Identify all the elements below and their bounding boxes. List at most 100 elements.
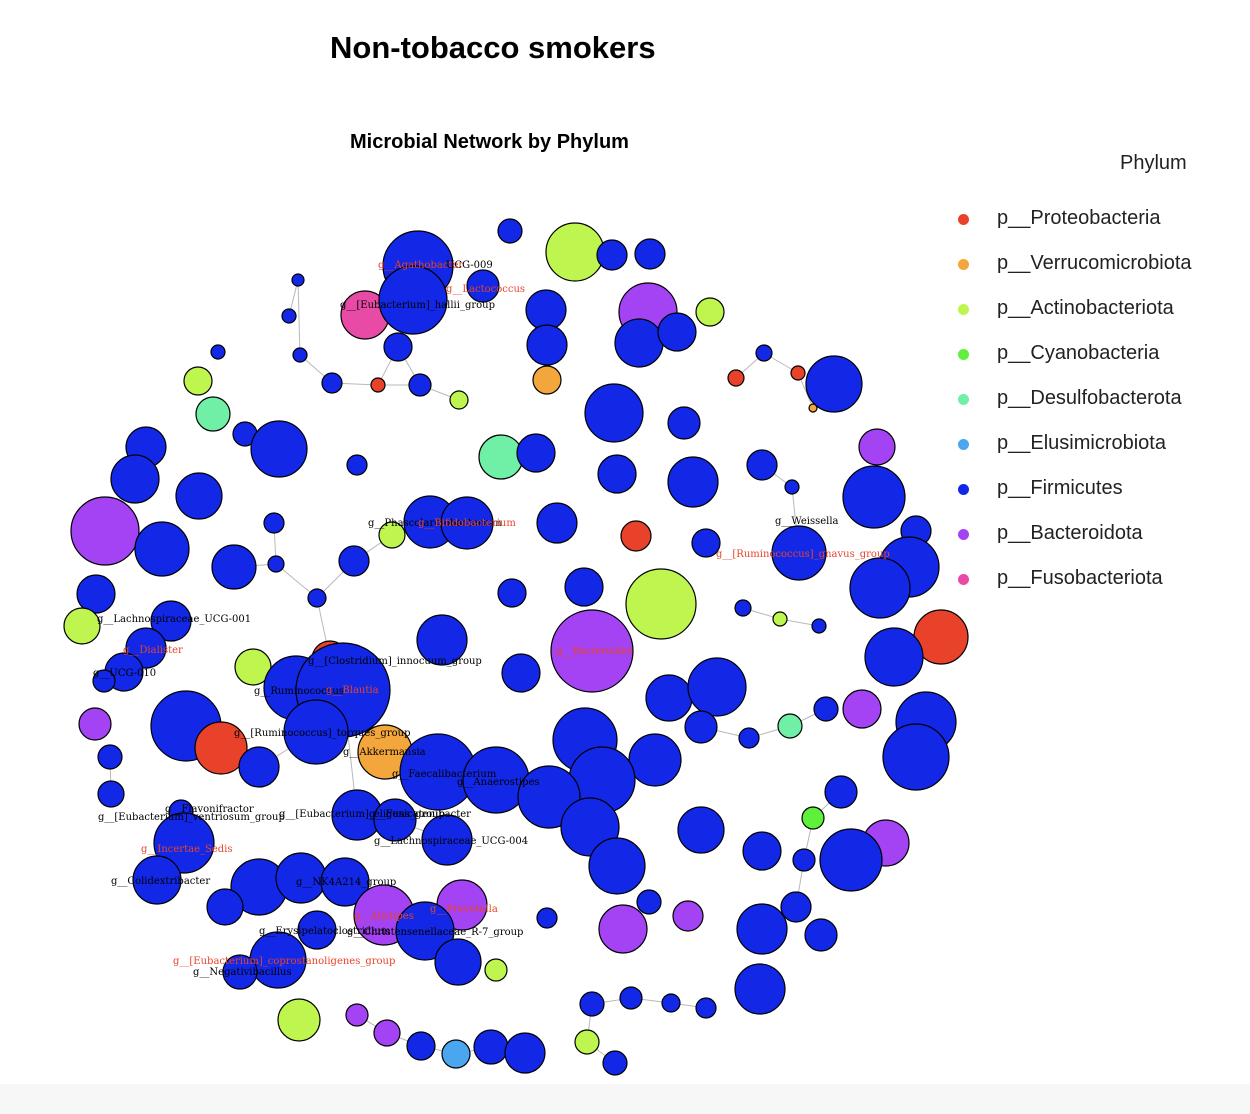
network-node [596, 239, 628, 271]
network-node [858, 428, 896, 466]
network-node [574, 1029, 600, 1055]
network-node [497, 218, 523, 244]
network-node [564, 567, 604, 607]
network-node [667, 456, 719, 508]
network-node [780, 891, 812, 923]
network-node [501, 653, 541, 693]
network-node [441, 1039, 471, 1069]
network-node [195, 396, 231, 432]
network-node [440, 496, 494, 550]
network-node [695, 997, 717, 1019]
legend-item-fusobacteriota: p__Fusobacteriota [950, 564, 1240, 594]
network-node [808, 403, 818, 413]
node-label: g__[Eubacterium]_ventriosum_group [98, 812, 285, 823]
network-node [97, 744, 123, 770]
legend-label: p__Fusobacteriota [997, 567, 1163, 589]
network-node [373, 798, 417, 842]
network-node [532, 365, 562, 395]
legend-item-proteobacteria: p__Proteobacteria [950, 204, 1240, 234]
node-label: g__Bacteroides [556, 646, 633, 657]
node-label: g__Flavonifractor [165, 804, 254, 815]
network-node [734, 963, 786, 1015]
network-node [416, 614, 468, 666]
node-label: g__Lachnospiraceae_UCG-001 [97, 614, 251, 625]
network-node [267, 555, 285, 573]
node-label: g__[Ruminococcus]_torques_group [234, 728, 410, 739]
network-node [742, 831, 782, 871]
legend-dot [958, 214, 969, 225]
network-node [598, 904, 648, 954]
legend-item-firmicutes: p__Firmicutes [950, 474, 1240, 504]
network-node [378, 521, 406, 549]
network-node [738, 727, 760, 749]
network-node [842, 465, 906, 529]
network-node [421, 814, 473, 866]
network-node [695, 297, 725, 327]
network-node [777, 713, 803, 739]
network-node [132, 855, 182, 905]
network-node [277, 998, 321, 1042]
legend-item-desulfobacterota: p__Desulfobacterota [950, 384, 1240, 414]
node-label: g__[Eubacterium]_hallii_group [340, 300, 495, 311]
node-label: g__Agathobacter [378, 260, 463, 271]
network-node [634, 238, 666, 270]
network-node [667, 406, 701, 440]
network-node [153, 812, 215, 874]
network-node [346, 454, 368, 476]
network-node [882, 723, 950, 791]
network-node [497, 578, 527, 608]
network-nodes [63, 218, 969, 1076]
network-node [784, 479, 800, 495]
page-title: Non-tobacco smokers [330, 30, 656, 65]
node-label: g__Weissella [775, 516, 839, 527]
network-node [625, 568, 697, 640]
network-node [813, 696, 839, 722]
legend-item-bacteroidota: p__Bacteroidota [950, 519, 1240, 549]
legend-label: p__Desulfobacterota [997, 387, 1182, 409]
network-node [736, 903, 788, 955]
node-label: g__[Eubacterium]_coprostanoligenes_group [173, 956, 395, 967]
network-node [70, 496, 140, 566]
network-node [76, 574, 116, 614]
network-node [536, 502, 578, 544]
node-label: g__[Eubacterium]_eligens_group [279, 809, 445, 820]
node-label: g__Blautia [326, 685, 379, 696]
legend-label: p__Proteobacteria [997, 207, 1161, 229]
network-node [283, 699, 349, 765]
network-node [238, 746, 280, 788]
network-node [183, 366, 213, 396]
legend-dot [958, 394, 969, 405]
node-label: g__Faecalibacterium [392, 769, 497, 780]
network-node [645, 674, 693, 722]
node-label: g__Lactococcus [446, 284, 525, 295]
network-node [370, 377, 386, 393]
network-node [194, 721, 248, 775]
network-node [628, 733, 682, 787]
node-label: g__Alistipes [354, 911, 414, 922]
network-node [250, 420, 308, 478]
node-label: g__Bifidobacterium [418, 518, 516, 529]
network-node [805, 355, 863, 413]
network-node [811, 618, 827, 634]
legend-item-verrucomicrobiota: p__Verrucomicrobiota [950, 249, 1240, 279]
network-node [211, 544, 257, 590]
network-node [97, 780, 125, 808]
legend-label: p__Firmicutes [997, 477, 1123, 499]
network-node [790, 365, 806, 381]
legend-item-actinobacteriota: p__Actinobacteriota [950, 294, 1240, 324]
network-node [864, 627, 924, 687]
network-node [614, 318, 664, 368]
network-edge [297, 279, 301, 356]
network-title: Microbial Network by Phylum [350, 131, 629, 153]
network-node [110, 454, 160, 504]
network-node [338, 545, 370, 577]
network-node [150, 600, 192, 642]
network-node [588, 837, 646, 895]
network-node [636, 889, 662, 915]
network-node [819, 828, 883, 892]
network-node [210, 344, 226, 360]
network-node [545, 222, 605, 282]
legend-label: p__Verrucomicrobiota [997, 252, 1192, 274]
network-node [92, 669, 116, 693]
network-node [792, 848, 816, 872]
